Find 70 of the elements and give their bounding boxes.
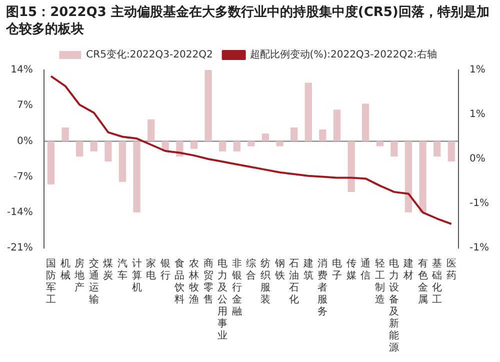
y-tick-label: -21%	[6, 242, 33, 254]
bar	[133, 141, 140, 212]
x-tick-label: 基础化工	[431, 258, 442, 306]
bar	[190, 141, 198, 149]
y2-tick-label: -1%	[470, 242, 490, 254]
bar	[419, 141, 426, 212]
x-tick-label: 电力及公用事业	[218, 258, 228, 342]
x-tick-label: 食品饮料	[174, 258, 185, 306]
x-tick-label: 家电	[146, 258, 156, 282]
x-tick-label: 汽车	[117, 258, 128, 282]
x-tick-label: 交通运输	[88, 258, 99, 306]
x-tick-label: 轻工制造	[374, 258, 385, 306]
bar	[233, 141, 240, 152]
legend-label: 超配比例变动(%):2022Q3-2022Q2:右轴	[250, 48, 437, 61]
x-tick-label: 煤炭	[103, 258, 114, 282]
y2-tick-label: 1%	[470, 64, 486, 76]
bar	[104, 141, 112, 162]
x-tick-label: 商贸零售	[203, 258, 214, 306]
bar	[448, 141, 455, 162]
y-tick-label: 7%	[16, 100, 33, 112]
bar	[333, 110, 341, 142]
y2-tick-label: -1%	[470, 198, 490, 210]
bar	[219, 141, 226, 152]
x-tick-label: 机械	[60, 258, 70, 282]
bar	[76, 141, 84, 156]
x-tick-label: 银行	[159, 258, 170, 282]
bar	[118, 141, 126, 182]
x-tick-label: 消费者服务	[318, 258, 328, 318]
x-tick-label: 建筑	[302, 258, 314, 282]
y-tick-label: -14%	[6, 206, 33, 218]
x-tick-label: 电子	[332, 258, 342, 282]
bar	[47, 141, 55, 184]
x-tick-label: 钢铁	[274, 258, 285, 282]
bar	[390, 141, 398, 156]
x-tick-label: 传媒	[346, 258, 356, 282]
bar	[404, 141, 412, 212]
x-tick-label: 房地产	[74, 258, 85, 294]
x-tick-label: 有色金属	[418, 258, 428, 306]
bar	[248, 141, 255, 146]
bar	[348, 141, 355, 192]
x-tick-label: 非银行金融	[230, 258, 242, 318]
bar	[262, 134, 270, 142]
bar	[434, 141, 441, 156]
x-tick-label: 建材	[402, 258, 414, 282]
y2-tick-label: 0%	[470, 154, 486, 165]
x-tick-label: 农林牧渔	[188, 258, 199, 306]
x-tick-label: 电力设备及新能源	[389, 258, 400, 354]
y-tick-label: 14%	[10, 64, 33, 76]
x-tick-label: 综合	[246, 258, 256, 282]
chart-title: 图15：2022Q3 主动偏股基金在大多数行业中的持股集中度(CR5)回落，特别是加仓较多的板块	[4, 4, 490, 39]
x-tick-label: 石油石化	[289, 258, 300, 306]
bar	[362, 104, 370, 142]
bar	[62, 127, 69, 142]
bar	[319, 130, 326, 142]
y-tick-label: -7%	[13, 171, 33, 182]
bar	[276, 141, 284, 146]
x-tick-label: 国防军工	[46, 258, 56, 306]
bar	[90, 141, 98, 152]
bar	[304, 82, 312, 142]
y-tick-label: 0%	[16, 136, 33, 147]
legend-label: CR5变化:2022Q3-2022Q2	[86, 48, 213, 61]
x-tick-label: 通信	[360, 258, 371, 282]
bar	[204, 70, 212, 142]
x-tick-label: 医药	[446, 258, 456, 282]
y2-tick-label: 1%	[470, 109, 486, 120]
x-tick-label: 计算机	[132, 258, 142, 294]
x-tick-label: 纺织服装	[260, 258, 270, 306]
bar	[376, 141, 384, 146]
bar	[290, 127, 298, 142]
bar	[148, 119, 155, 142]
